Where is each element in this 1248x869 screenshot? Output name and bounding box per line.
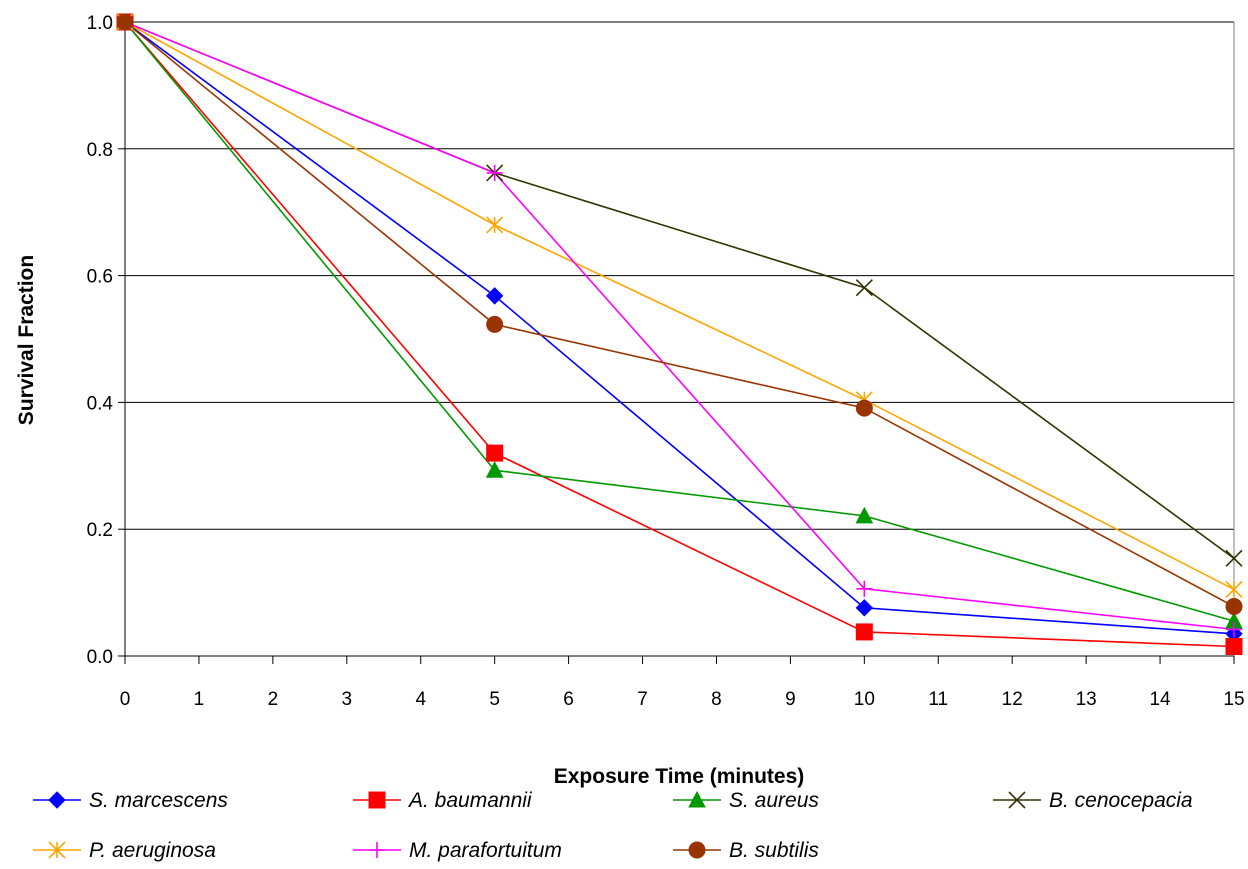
axes xyxy=(118,21,1235,664)
series-line-2 xyxy=(124,21,1235,622)
legend-marker-1 xyxy=(368,791,386,809)
series-3-point-3 xyxy=(1225,549,1243,567)
x-tick-label-10: 10 xyxy=(854,689,875,710)
legend-label-0: S. marcescens xyxy=(89,789,228,812)
x-tick-label-5: 5 xyxy=(489,689,500,710)
x-tick-label-13: 13 xyxy=(1076,689,1097,710)
y-tick-label-0: 0.0 xyxy=(87,647,113,668)
legend-item-2: S. aureus xyxy=(673,789,819,812)
series-line-3 xyxy=(124,21,1235,560)
series-3-point-2 xyxy=(855,279,873,297)
legend-marker-0 xyxy=(48,791,66,809)
y-tick-label-5: 1.0 xyxy=(87,13,113,34)
legend-marker-3 xyxy=(1008,791,1026,809)
y-tick-label-4: 0.8 xyxy=(87,140,113,161)
series-line-4 xyxy=(124,21,1235,591)
series-5-point-3 xyxy=(1226,621,1242,638)
x-tick-label-12: 12 xyxy=(1002,689,1023,710)
series-line-0 xyxy=(124,21,1235,635)
series-line-1 xyxy=(124,21,1235,648)
series-3-point-3-stroke-b xyxy=(1225,549,1243,567)
legend-label-6: B. subtilis xyxy=(729,839,819,862)
legend-marker-4 xyxy=(48,841,66,859)
legend-label-1: A. baumannii xyxy=(407,789,533,812)
series-1-point-2 xyxy=(855,623,873,641)
series-6-point-3 xyxy=(1225,598,1243,616)
series-5-point-2 xyxy=(856,580,873,597)
legend-item-3: B. cenocepacia xyxy=(993,789,1193,812)
x-tick-label-1: 1 xyxy=(194,689,205,710)
x-tick-label-9: 9 xyxy=(785,689,796,710)
legend-item-6: B. subtilis xyxy=(673,839,819,862)
y-tick-label-2: 0.4 xyxy=(87,393,114,414)
x-tick-label-6: 6 xyxy=(563,689,574,710)
x-tick-label-11: 11 xyxy=(928,689,948,710)
legend: S. marcescens A. baumannii S. aureus B. cen… xyxy=(33,789,1193,862)
x-tick-label-8: 8 xyxy=(711,689,722,710)
legend-label-3: B. cenocepacia xyxy=(1049,789,1193,812)
x-tick-label-0: 0 xyxy=(120,689,131,710)
gridlines xyxy=(125,21,1234,530)
series-4-point-1 xyxy=(486,216,504,234)
series-0-point-2 xyxy=(855,599,874,617)
series-6-point-2 xyxy=(855,399,873,417)
series-2-point-2 xyxy=(855,506,874,524)
x-tick-label-15: 15 xyxy=(1223,689,1244,710)
x-axis-title: Exposure Time (minutes) xyxy=(554,765,805,788)
tick-labels: 0.00.20.40.60.81.00 1 2 3 4 5 6 7 8 9 10 11 12 13 14 15 xyxy=(87,13,1245,710)
series-2-point-1 xyxy=(485,461,504,478)
series-4-point-3 xyxy=(1225,580,1243,598)
legend-label-4: P. aeruginosa xyxy=(89,839,216,862)
legend-item-5: M. parafortuitum xyxy=(353,839,562,862)
series-0-point-1 xyxy=(485,287,504,305)
x-tick-label-4: 4 xyxy=(415,689,426,710)
legend-label-5: M. parafortuitum xyxy=(409,839,562,862)
x-tick-label-2: 2 xyxy=(268,689,279,710)
x-tick-label-3: 3 xyxy=(342,689,353,710)
legend-marker-5 xyxy=(369,842,385,858)
legend-marker-2 xyxy=(688,790,706,808)
series-3-point-2-stroke-b xyxy=(855,279,873,297)
series-lines xyxy=(124,21,1235,648)
x-tick-label-7: 7 xyxy=(637,689,648,710)
legend-label-2: S. aureus xyxy=(729,789,819,812)
legend-marker-3-stroke-b xyxy=(1008,791,1026,809)
legend-item-0: S. marcescens xyxy=(33,789,228,812)
legend-item-4: P. aeruginosa xyxy=(33,839,216,862)
y-axis-title: Survival Fraction xyxy=(15,255,38,425)
y-tick-label-3: 0.6 xyxy=(87,267,113,288)
series-markers xyxy=(116,12,1243,655)
x-tick-label-14: 14 xyxy=(1149,689,1171,710)
series-line-6 xyxy=(124,21,1235,608)
series-1-point-1 xyxy=(486,444,504,462)
series-1-point-3 xyxy=(1225,637,1243,655)
series-5-point-1 xyxy=(486,164,503,181)
y-tick-label-1: 0.2 xyxy=(87,520,113,541)
series-line-5 xyxy=(124,21,1235,631)
legend-item-1: A. baumannii xyxy=(353,789,533,812)
legend-marker-6 xyxy=(688,841,706,859)
series-6-point-0 xyxy=(116,13,134,31)
series-6-point-1 xyxy=(486,315,504,333)
